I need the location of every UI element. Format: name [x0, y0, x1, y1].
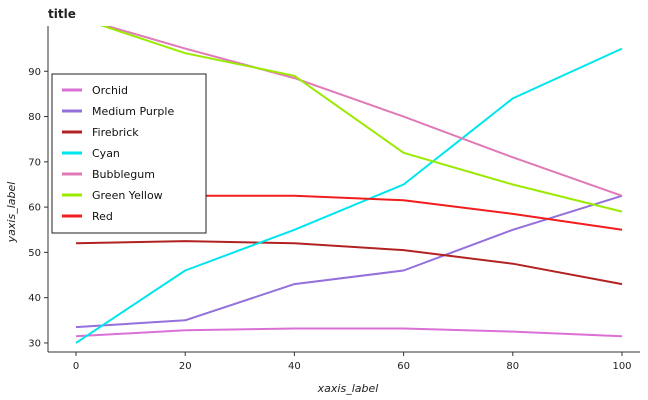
y-tick-label: 80: [28, 112, 41, 123]
legend-label-medium-purple: Medium Purple: [92, 105, 174, 118]
series-line-firebrick: [75, 240, 623, 286]
legend-label-red: Red: [92, 210, 113, 223]
legend-label-green-yellow: Green Yellow: [92, 189, 163, 202]
legend-label-cyan: Cyan: [92, 147, 120, 160]
x-tick-label: 100: [612, 361, 631, 372]
y-axis-label: yaxis_label: [5, 182, 18, 244]
y-tick-label: 90: [28, 67, 41, 78]
legend-label-bubblegum: Bubblegum: [92, 168, 155, 181]
legend-label-firebrick: Firebrick: [92, 126, 139, 139]
chart-title: title: [48, 7, 76, 21]
x-tick-label: 60: [397, 361, 410, 372]
series-line-bubblegum: [103, 26, 623, 197]
series-line-cyan: [75, 47, 623, 344]
y-tick-label: 30: [28, 338, 41, 349]
x-tick-label: 80: [506, 361, 519, 372]
x-axis: 0 20 40 60 80 100: [48, 351, 640, 372]
y-tick-label: 40: [28, 293, 41, 304]
y-tick-label: 60: [28, 203, 41, 214]
x-tick-label: 40: [288, 361, 301, 372]
x-axis-label: xaxis_label: [317, 382, 379, 395]
series-line-green-yellow: [100, 26, 623, 213]
y-tick-label: 70: [28, 157, 41, 168]
x-tick-label: 20: [179, 361, 192, 372]
y-axis: 30 40 50 60 70 80 90: [28, 26, 49, 352]
series-line-orchid: [75, 327, 623, 338]
series-line-medium-purple: [75, 194, 623, 329]
x-tick-label: 0: [73, 361, 79, 372]
legend: Orchid Medium Purple Firebrick Cyan Bubblegu…: [51, 73, 207, 234]
y-tick-label: 50: [28, 248, 41, 259]
legend-label-orchid: Orchid: [92, 84, 128, 97]
